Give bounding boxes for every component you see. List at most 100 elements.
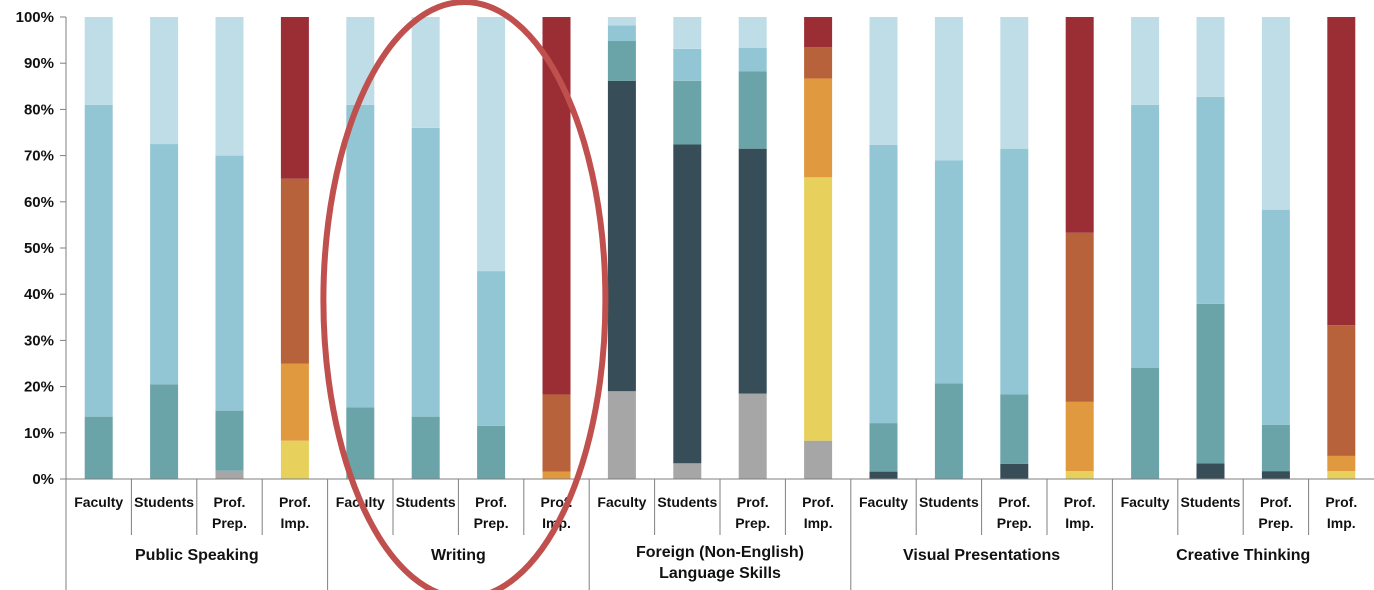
bar-segment [738, 47, 767, 72]
bar-segment [1065, 401, 1094, 472]
category-label: Students [396, 494, 456, 510]
bar-segment [150, 144, 179, 385]
bar-segment [1131, 367, 1160, 479]
bar-segment [1327, 17, 1356, 326]
category-label: Imp. [1065, 515, 1094, 531]
bar-segment [84, 17, 113, 105]
bar-segment [1000, 17, 1029, 149]
bar-segment [869, 423, 898, 472]
category-label: Prof. [737, 494, 769, 510]
category-label: Faculty [597, 494, 646, 510]
group-label: Foreign (Non-English) [636, 544, 804, 561]
bar-segment [411, 416, 440, 479]
bar-segment [1065, 471, 1094, 479]
bar-segment [1261, 209, 1290, 425]
bar-segment [673, 48, 702, 81]
bar-group [84, 17, 309, 479]
bar-segment [673, 17, 702, 49]
category-label: Prep. [735, 515, 770, 531]
y-tick-label: 0% [32, 471, 54, 488]
category-label: Imp. [281, 515, 310, 531]
bar-segment [542, 471, 571, 479]
bar-segment [1261, 17, 1290, 210]
category-label: Prof. [214, 494, 246, 510]
bar-segment [1196, 463, 1225, 479]
x-axis: Faculty Students Prof. Prep. Prof. Imp. Public… [66, 478, 1374, 590]
bar-segment [346, 17, 375, 105]
category-label: Students [919, 494, 979, 510]
bar-segment [738, 17, 767, 48]
category-label: Faculty [1121, 494, 1170, 510]
category-label: Prep. [474, 515, 509, 531]
category-label: Faculty [74, 494, 123, 510]
group-label: Writing [431, 547, 486, 564]
bar-segment [1261, 471, 1290, 479]
bar-segment [934, 17, 963, 161]
bars-layer [84, 17, 1356, 479]
bar-segment [804, 47, 833, 79]
category-label: Prof. [1325, 494, 1357, 510]
category-label: Students [134, 494, 194, 510]
bar-segment [215, 17, 244, 156]
bar-segment [607, 41, 636, 81]
y-tick-label: 70% [24, 148, 54, 165]
bar-group [869, 17, 1094, 479]
group-label: Visual Presentations [903, 547, 1060, 564]
category-label: Imp. [1327, 515, 1356, 531]
group-label: Creative Thinking [1176, 547, 1310, 564]
bar-segment [1196, 303, 1225, 464]
bar-segment [1000, 394, 1029, 464]
bar-segment [477, 17, 506, 272]
bar-segment [346, 104, 375, 408]
y-tick-label: 50% [24, 240, 54, 257]
bar-group [1131, 17, 1356, 479]
category-label: Prof. [998, 494, 1030, 510]
category-label: Prof. [802, 494, 834, 510]
y-tick-label: 30% [24, 332, 54, 349]
bar-segment [607, 25, 636, 42]
bar-segment [280, 440, 309, 479]
category-label: Prof. [1064, 494, 1096, 510]
y-tick-label: 10% [24, 425, 54, 442]
category-label: Prep. [997, 515, 1032, 531]
bar-segment [804, 78, 833, 178]
bar-segment [869, 144, 898, 424]
bar-segment [934, 383, 963, 479]
bar-segment [1131, 104, 1160, 368]
bar-group [607, 17, 833, 479]
category-label: Faculty [859, 494, 908, 510]
bar-segment [934, 160, 963, 384]
bar-segment [215, 470, 244, 479]
bar-segment [1000, 148, 1029, 395]
y-tick-label: 60% [24, 194, 54, 211]
bar-segment [542, 394, 571, 472]
bar-segment [1196, 96, 1225, 304]
bar-segment [1261, 424, 1290, 472]
bar-segment [738, 148, 767, 394]
category-label: Students [657, 494, 717, 510]
bar-segment [215, 155, 244, 411]
bar-segment [804, 440, 833, 479]
bar-segment [607, 391, 636, 479]
bar-segment [215, 410, 244, 471]
bar-segment [280, 17, 309, 179]
y-tick-label: 40% [24, 286, 54, 303]
bar-segment [869, 471, 898, 479]
y-axis: 0% 10% 20% 30% 40% 50% 60% 70% 80% 90% 100% [16, 9, 67, 590]
bar-segment [1327, 325, 1356, 456]
bar-segment [1196, 17, 1225, 97]
annotation-layer [320, 0, 609, 590]
bar-segment [607, 17, 636, 26]
group-label: Public Speaking [135, 547, 259, 564]
bar-segment [411, 17, 440, 128]
category-label: Prof. [1260, 494, 1292, 510]
bar-segment [150, 17, 179, 145]
bar-segment [477, 425, 506, 479]
bar-segment [1327, 471, 1356, 479]
bar-segment [411, 127, 440, 417]
bar-segment [869, 17, 898, 145]
category-label: Prep. [1258, 515, 1293, 531]
bar-segment [1131, 17, 1160, 105]
category-label: Prep. [212, 515, 247, 531]
